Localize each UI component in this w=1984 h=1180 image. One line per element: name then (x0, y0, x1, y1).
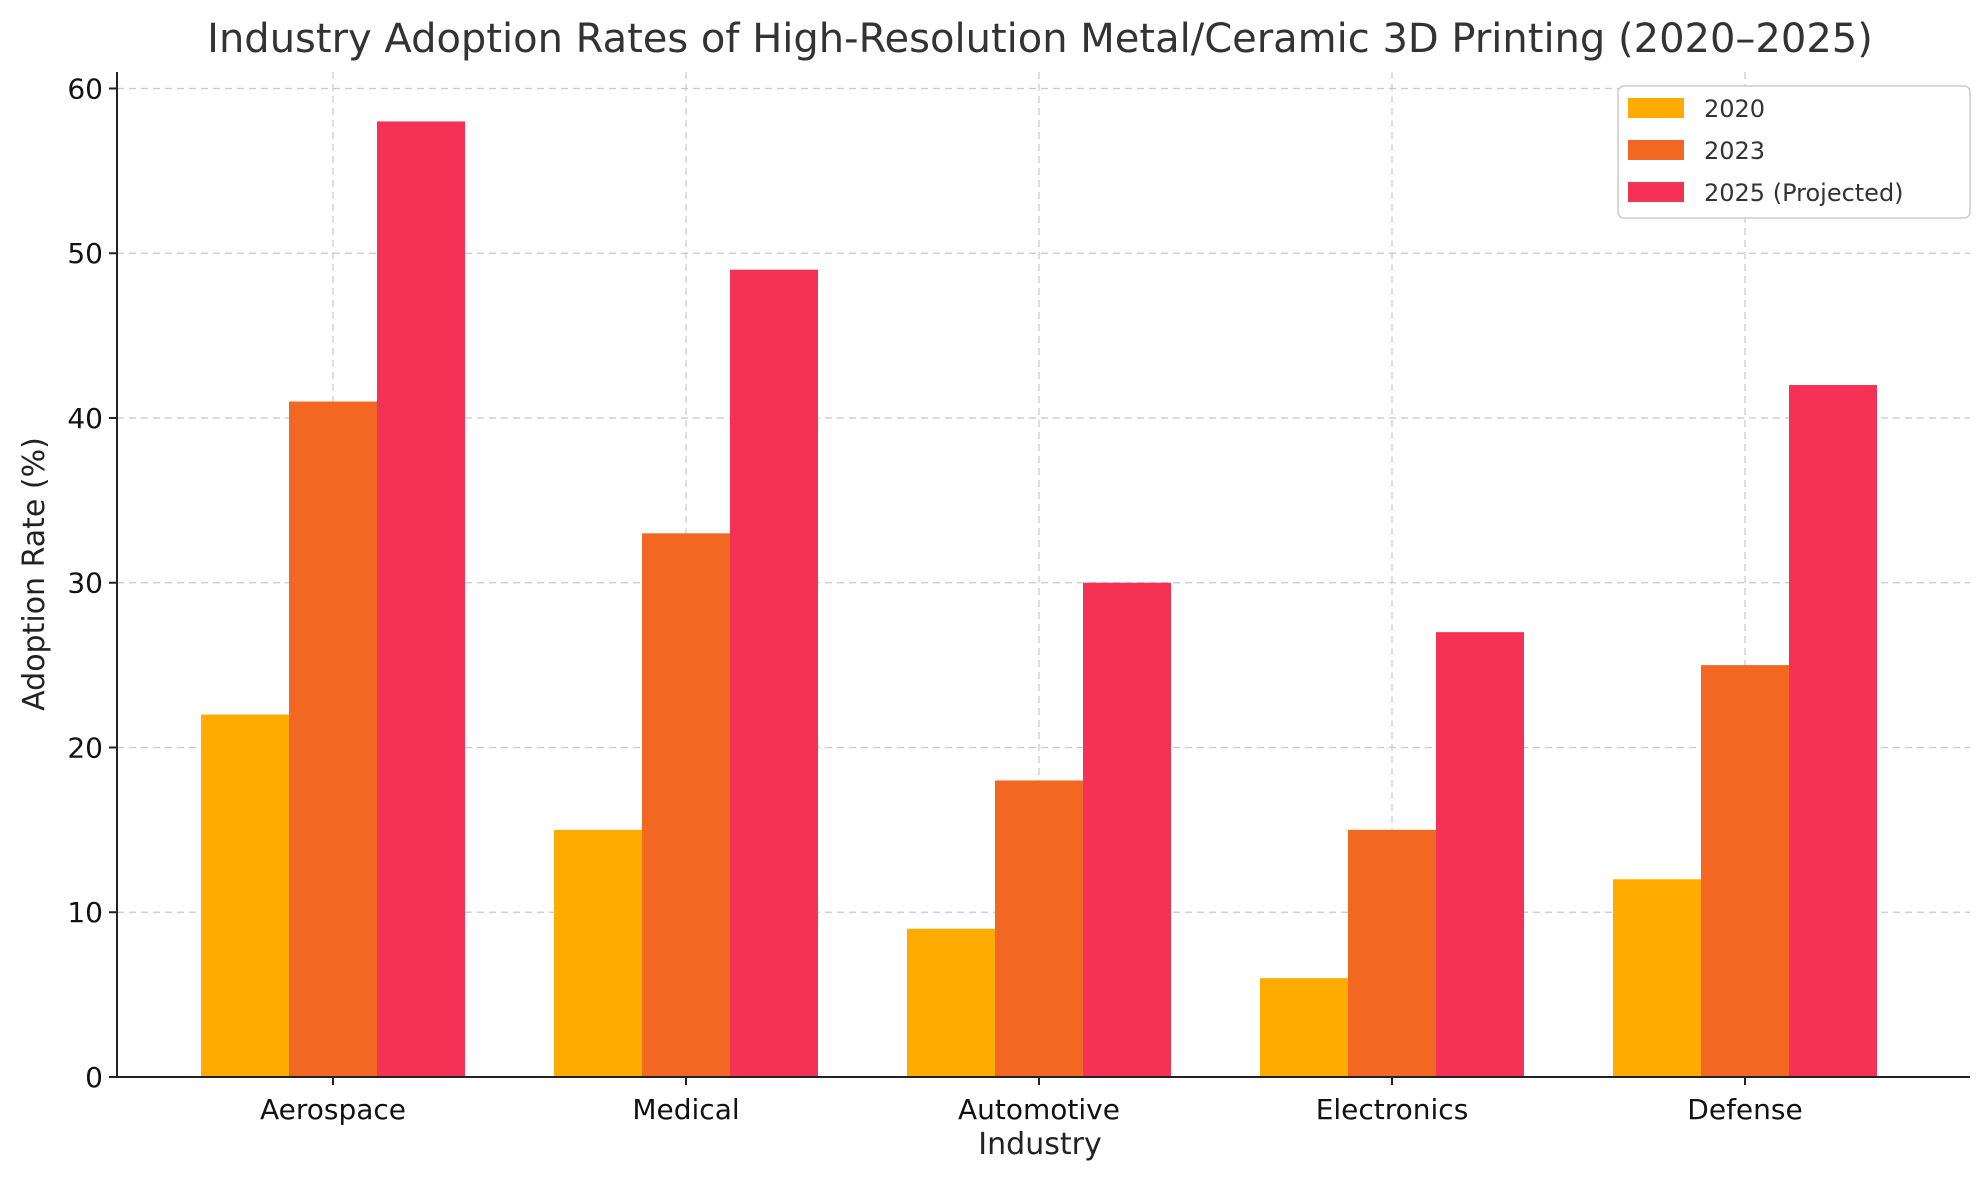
bar-defense-2020 (1613, 879, 1701, 1077)
x-axis-label: Industry (978, 1127, 1101, 1162)
bar-aerospace-2020 (201, 714, 289, 1077)
bar-defense-2025 (1789, 385, 1877, 1077)
x-tick-label: Electronics (1316, 1093, 1469, 1126)
bar-automotive-2023 (995, 780, 1083, 1077)
y-tick-label: 20 (67, 731, 103, 764)
y-ticks: 0 10 20 30 40 50 60 (67, 72, 117, 1094)
bar-electronics-2020 (1260, 978, 1348, 1077)
legend-swatch (1628, 98, 1684, 118)
bar-medical-2020 (554, 829, 642, 1077)
bar-aerospace-2023 (289, 401, 377, 1078)
y-tick-label: 30 (67, 567, 103, 600)
x-tick-label: Medical (632, 1093, 739, 1126)
axes (116, 72, 1970, 1078)
y-tick-label: 40 (67, 402, 103, 435)
y-tick-label: 10 (67, 896, 103, 929)
legend-label: 2020 (1704, 95, 1765, 123)
y-tick-label: 60 (67, 72, 103, 105)
legend-swatch (1628, 140, 1684, 160)
x-tick-label: Aerospace (260, 1093, 406, 1126)
bar-automotive-2020 (907, 928, 995, 1077)
x-tick-label: Automotive (958, 1093, 1120, 1126)
bar-medical-2025 (730, 269, 818, 1077)
x-ticks: Aerospace Medical Automotive Electronics Def… (260, 1077, 1803, 1126)
bar-defense-2023 (1701, 665, 1789, 1077)
legend-label: 2023 (1704, 137, 1765, 165)
bar-automotive-2025 (1083, 582, 1171, 1077)
y-tick-label: 50 (67, 237, 103, 270)
legend-swatch (1628, 182, 1684, 202)
bar-electronics-2025 (1436, 632, 1524, 1077)
y-axis-label: Adoption Rate (%) (17, 437, 52, 711)
legend: 2020 2023 2025 (Projected) (1617, 85, 1971, 219)
bar-medical-2023 (642, 533, 730, 1077)
chart-title: Industry Adoption Rates of High-Resoluti… (207, 16, 1873, 62)
y-tick-label: 0 (85, 1061, 103, 1094)
x-tick-label: Defense (1687, 1093, 1802, 1126)
bars (201, 121, 1877, 1078)
legend-frame (1617, 85, 1971, 219)
legend-label: 2025 (Projected) (1704, 179, 1904, 207)
bar-aerospace-2025 (377, 121, 465, 1078)
bar-electronics-2023 (1348, 829, 1436, 1077)
